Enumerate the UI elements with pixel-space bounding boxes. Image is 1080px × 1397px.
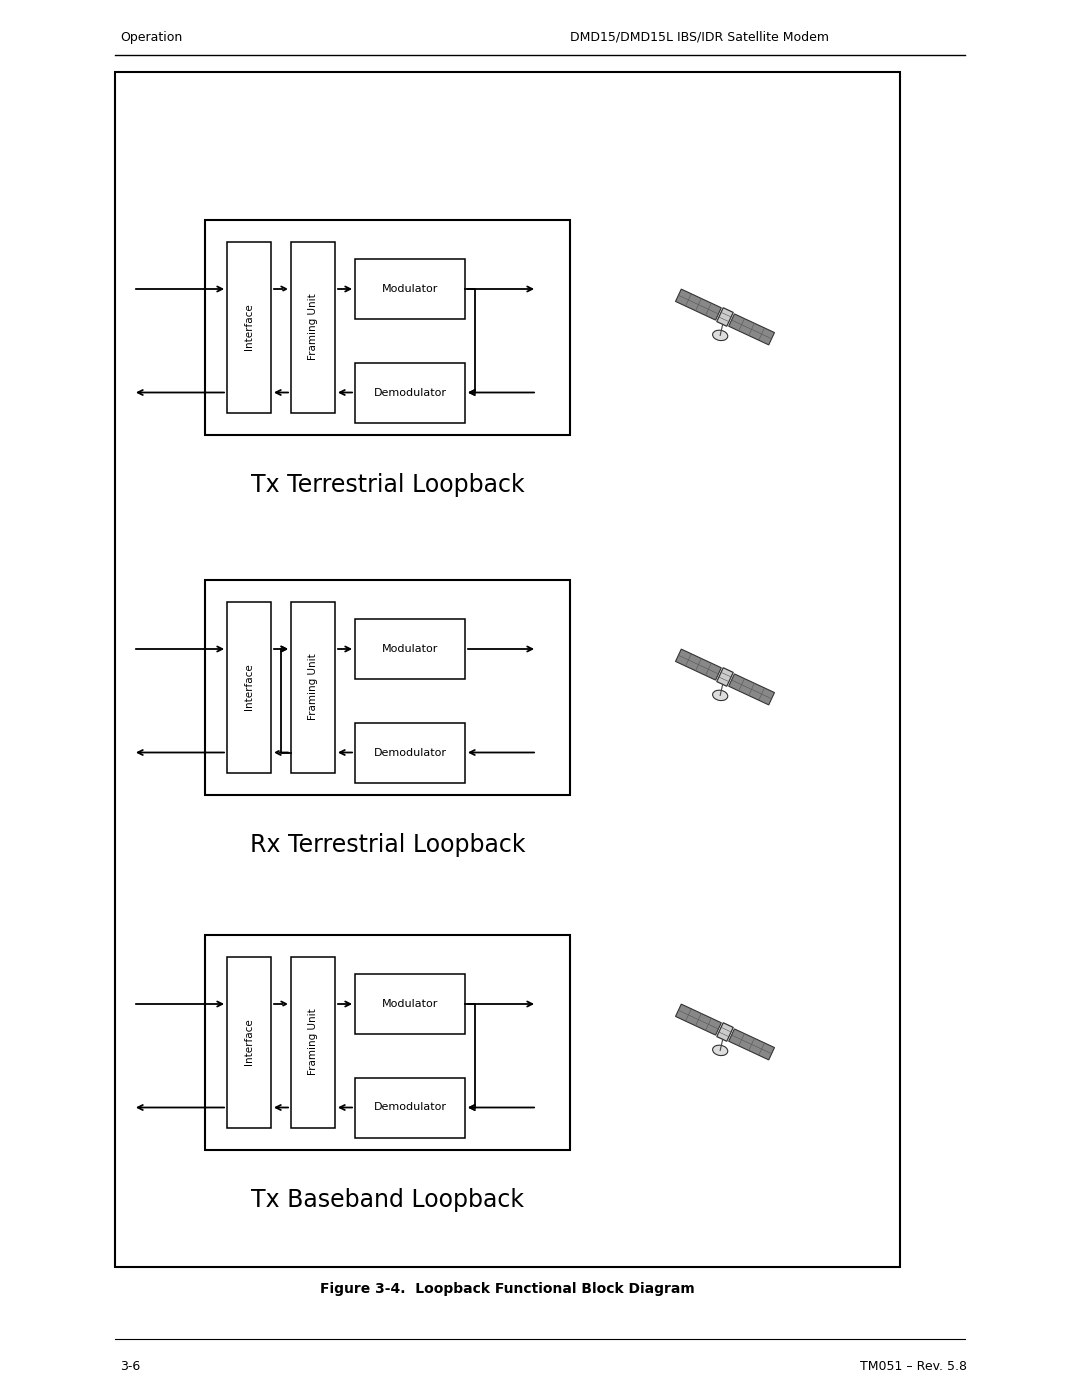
FancyBboxPatch shape [291, 602, 335, 773]
Text: Figure 3-4.  Loopback Functional Block Diagram: Figure 3-4. Loopback Functional Block Di… [320, 1282, 694, 1296]
FancyBboxPatch shape [355, 974, 465, 1034]
FancyBboxPatch shape [355, 1077, 465, 1137]
Text: Demodulator: Demodulator [374, 747, 446, 757]
FancyBboxPatch shape [227, 602, 271, 773]
Polygon shape [729, 673, 774, 705]
Text: Modulator: Modulator [382, 284, 438, 293]
Text: Modulator: Modulator [382, 644, 438, 654]
FancyBboxPatch shape [205, 580, 570, 795]
FancyBboxPatch shape [227, 957, 271, 1127]
Ellipse shape [713, 690, 728, 700]
Text: Interface: Interface [244, 303, 254, 351]
FancyBboxPatch shape [355, 722, 465, 782]
Text: Framing Unit: Framing Unit [308, 654, 318, 721]
Text: Interface: Interface [244, 1018, 254, 1066]
FancyBboxPatch shape [114, 73, 900, 1267]
Polygon shape [717, 307, 733, 327]
Text: Tx Terrestrial Loopback: Tx Terrestrial Loopback [251, 472, 524, 496]
Text: Interface: Interface [244, 664, 254, 711]
FancyBboxPatch shape [205, 935, 570, 1150]
Text: Demodulator: Demodulator [374, 387, 446, 398]
Text: TM051 – Rev. 5.8: TM051 – Rev. 5.8 [860, 1361, 967, 1373]
Polygon shape [675, 650, 721, 680]
Text: Tx Baseband Loopback: Tx Baseband Loopback [251, 1187, 524, 1211]
Polygon shape [729, 1030, 774, 1060]
FancyBboxPatch shape [291, 242, 335, 412]
Ellipse shape [713, 1045, 728, 1056]
Text: Demodulator: Demodulator [374, 1102, 446, 1112]
FancyBboxPatch shape [227, 242, 271, 412]
Text: Framing Unit: Framing Unit [308, 1009, 318, 1076]
Text: Framing Unit: Framing Unit [308, 293, 318, 360]
FancyBboxPatch shape [355, 258, 465, 319]
Text: Modulator: Modulator [382, 999, 438, 1009]
Text: 3-6: 3-6 [120, 1361, 140, 1373]
Polygon shape [675, 289, 721, 320]
Polygon shape [717, 1023, 733, 1041]
FancyBboxPatch shape [355, 362, 465, 422]
Ellipse shape [713, 330, 728, 341]
Text: Rx Terrestrial Loopback: Rx Terrestrial Loopback [249, 833, 525, 856]
Polygon shape [729, 314, 774, 345]
Text: Operation: Operation [120, 31, 183, 43]
FancyBboxPatch shape [205, 219, 570, 434]
FancyBboxPatch shape [355, 619, 465, 679]
Polygon shape [675, 1004, 721, 1035]
Text: DMD15/DMD15L IBS/IDR Satellite Modem: DMD15/DMD15L IBS/IDR Satellite Modem [570, 31, 829, 43]
Polygon shape [717, 668, 733, 686]
FancyBboxPatch shape [291, 957, 335, 1127]
